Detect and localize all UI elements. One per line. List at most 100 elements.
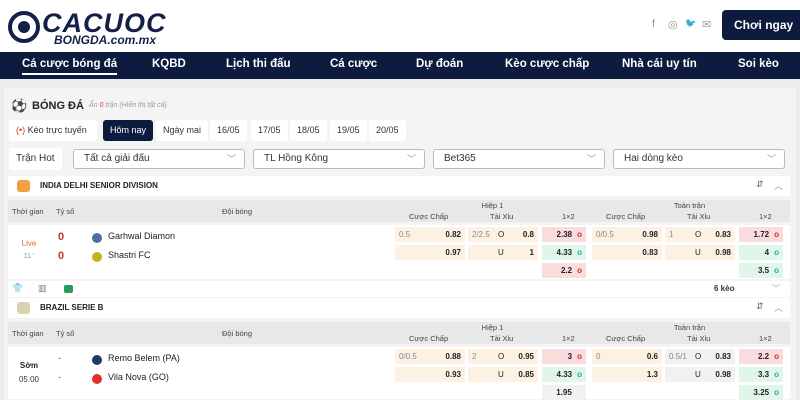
- home-team[interactable]: Remo Belem (PA): [108, 353, 180, 363]
- collapse-icon[interactable]: ⇵: [756, 179, 764, 189]
- over-under-odds[interactable]: U 0.98: [665, 367, 735, 382]
- tab-date-17-05[interactable]: 17/05: [251, 120, 288, 141]
- chevron-down-icon: ﹀: [406, 154, 416, 164]
- nav-item-lich-thi-dau[interactable]: Lịch thi đấu: [226, 58, 291, 70]
- chevron-up-icon[interactable]: ︿: [774, 303, 784, 313]
- nav-item-nha-cai-uy-tin[interactable]: Nhà cái uy tín: [622, 58, 697, 70]
- collapse-icon[interactable]: ⇵: [756, 301, 764, 311]
- instagram-icon[interactable]: ◎: [668, 19, 678, 31]
- league-header[interactable]: BRAZIL SERIE B: [8, 298, 790, 318]
- facebook-icon[interactable]: f: [652, 18, 656, 30]
- trend-icon: o: [774, 388, 779, 397]
- hot-matches-button[interactable]: Trận Hot: [9, 148, 62, 170]
- chevron-down-icon: ﹀: [226, 154, 236, 164]
- odds-1x2[interactable]: 1.72 o: [739, 227, 783, 242]
- site-logo[interactable]: CACUOC BONGDA.com.mx: [6, 6, 206, 48]
- nav-item-kqbd[interactable]: KQBD: [152, 58, 186, 70]
- away-team-logo: [92, 374, 102, 384]
- chevron-down-icon[interactable]: ﹀: [772, 284, 780, 293]
- bookmaker-select[interactable]: Bet365 ﹀: [433, 149, 605, 169]
- col-1x2: 1×2: [562, 334, 575, 343]
- handicap-odds[interactable]: 0/0.5 0.98: [592, 227, 662, 242]
- site-header: CACUOC BONGDA.com.mx f ◎ 🐦 ✉ Chơi ngay: [0, 0, 800, 52]
- soccer-ball-logo-icon: [8, 11, 40, 43]
- trend-icon: o: [774, 266, 779, 275]
- over-under-odds[interactable]: U 0.98: [665, 245, 735, 260]
- timezone-select[interactable]: TL Hồng Kông ﹀: [253, 149, 425, 169]
- odds-1x2[interactable]: 1.95: [542, 385, 586, 400]
- league-header[interactable]: INDIA DELHI SENIOR DIVISION: [8, 176, 790, 196]
- tab-date-19-05[interactable]: 19/05: [330, 120, 367, 141]
- odds-value: 2.2: [560, 266, 573, 275]
- view-select[interactable]: Hai dòng kèo ﹀: [613, 149, 785, 169]
- odds-1x2[interactable]: 3.5 o: [739, 263, 783, 278]
- league-icon: [17, 180, 30, 192]
- trend-icon: o: [774, 370, 779, 379]
- trend-icon: o: [577, 352, 582, 361]
- odds-1x2[interactable]: 3.3 o: [739, 367, 783, 382]
- odds-1x2[interactable]: 2.38 o: [542, 227, 586, 242]
- odds-value: 4: [764, 248, 770, 257]
- odds-1x2[interactable]: 3.25 o: [739, 385, 783, 400]
- tab-date-18-05[interactable]: 18/05: [290, 120, 327, 141]
- chevron-up-icon[interactable]: ︿: [774, 181, 784, 191]
- col-handicap: Cược Chấp: [409, 334, 449, 343]
- odds-1x2[interactable]: 4.33 o: [542, 245, 586, 260]
- home-score: 0: [58, 231, 65, 243]
- home-team[interactable]: Garhwal Diamon: [108, 231, 176, 241]
- ou-price: 0.83: [715, 230, 731, 239]
- handicap-odds[interactable]: 0.97: [395, 245, 465, 260]
- logo-text: CACUOC: [42, 8, 167, 38]
- odds-1x2[interactable]: 2.2 o: [739, 349, 783, 364]
- nav-item-soi-keo[interactable]: Soi kèo: [738, 58, 779, 70]
- handicap-odds[interactable]: 0/0.5 0.88: [395, 349, 465, 364]
- live-icon: (•): [16, 125, 26, 135]
- tab-live-odds[interactable]: (•) Kèo trực tuyến: [9, 120, 97, 141]
- shirt-icon[interactable]: 👕: [12, 283, 24, 293]
- nav-item-keo-cuoc-chap[interactable]: Kèo cược chấp: [505, 58, 590, 70]
- handicap-odds[interactable]: 0 0.6: [592, 349, 662, 364]
- trend-icon: o: [577, 248, 582, 257]
- away-team[interactable]: Vila Nova (GO): [108, 372, 169, 382]
- handicap-price: 0.6: [646, 352, 658, 361]
- handicap-price: 0.98: [642, 230, 658, 239]
- match-status: Sớm: [19, 361, 39, 370]
- nav-item-ca-cuoc[interactable]: Cá cược: [330, 58, 378, 70]
- odds-value: 3.3: [757, 370, 770, 379]
- odds-value: 4.33: [556, 248, 573, 257]
- nav-item-ca-cuoc-bong-da[interactable]: Cá cược bóng đá: [22, 58, 118, 75]
- league-select[interactable]: Tất cả giải đấu ﹀: [73, 149, 245, 169]
- handicap-odds[interactable]: 0.83: [592, 245, 662, 260]
- away-team[interactable]: Shastri FC: [108, 250, 151, 260]
- tab-date-20-05[interactable]: 20/05: [369, 120, 406, 141]
- col-handicap: Cược Chấp: [409, 212, 449, 221]
- tab-tomorrow[interactable]: Ngày mai: [156, 120, 209, 141]
- col-time: Thời gian: [12, 329, 44, 338]
- play-now-button[interactable]: Chơi ngay: [722, 10, 800, 40]
- handicap-odds[interactable]: 0.93: [395, 367, 465, 382]
- over-under-odds[interactable]: U 0.85: [468, 367, 538, 382]
- odds-1x2[interactable]: 2.2 o: [542, 263, 586, 278]
- twitter-icon[interactable]: 🐦: [685, 18, 697, 28]
- odds-1x2[interactable]: 4.33 o: [542, 367, 586, 382]
- mail-icon[interactable]: ✉: [702, 19, 712, 31]
- handicap-odds[interactable]: 0.5 0.82: [395, 227, 465, 242]
- more-odds-button[interactable]: 6 kèo: [714, 284, 735, 293]
- nav-item-du-doan[interactable]: Dự đoán: [416, 58, 464, 70]
- tab-date-16-05[interactable]: 16/05: [210, 120, 247, 141]
- handicap-odds[interactable]: 1.3: [592, 367, 662, 382]
- over-under-odds[interactable]: 2/2.5 O 0.8: [468, 227, 538, 242]
- trend-icon: o: [577, 266, 582, 275]
- live-tv-icon[interactable]: [64, 285, 73, 293]
- stats-icon[interactable]: ▥: [38, 283, 47, 293]
- hidden-matches-link[interactable]: Ẩn 0 trận (Hiển thị tất cả): [89, 102, 167, 109]
- league-select-value: Tất cả giải đấu: [84, 153, 150, 164]
- over-under-odds[interactable]: 1 O 0.83: [665, 227, 735, 242]
- over-under-odds[interactable]: 0.5/1 O 0.83: [665, 349, 735, 364]
- over-under-odds[interactable]: 2 O 0.95: [468, 349, 538, 364]
- tab-today[interactable]: Hôm nay: [103, 120, 154, 141]
- odds-value: 1.95: [556, 388, 572, 397]
